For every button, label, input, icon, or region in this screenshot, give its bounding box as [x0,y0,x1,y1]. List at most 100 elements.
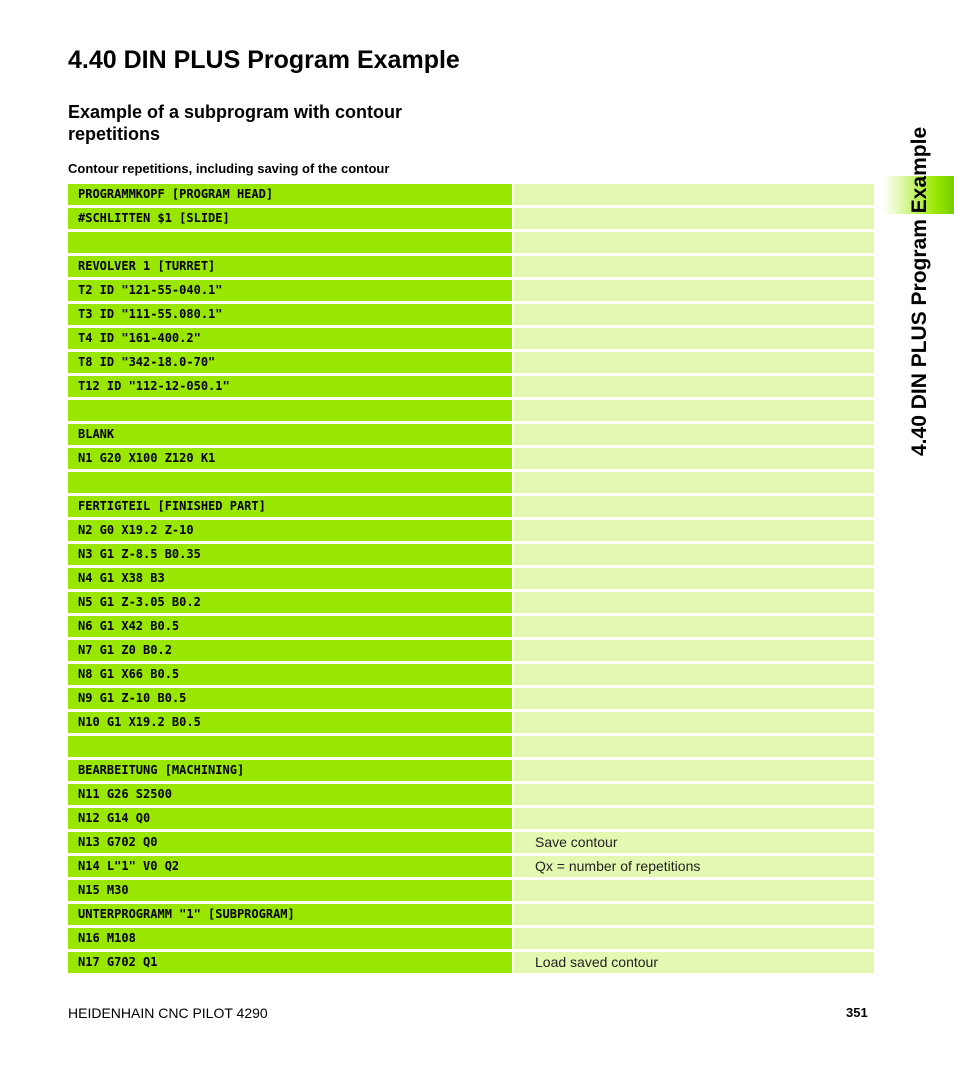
code-cell [68,736,512,757]
code-cell: N8 G1 X66 B0.5 [68,664,512,685]
table-row: N6 G1 X42 B0.5 [68,616,874,637]
code-cell: N12 G14 Q0 [68,808,512,829]
table-row: N10 G1 X19.2 B0.5 [68,712,874,733]
page-title: 4.40 DIN PLUS Program Example [68,46,460,74]
comment-cell [514,808,874,829]
code-cell: BLANK [68,424,512,445]
comment-cell [514,280,874,301]
table-row: FERTIGTEIL [FINISHED PART] [68,496,874,517]
comment-cell [514,424,874,445]
comment-cell [514,928,874,949]
table-row: N14 L"1" V0 Q2 Qx = number of repetitions [68,856,874,877]
table-row: N9 G1 Z-10 B0.5 [68,688,874,709]
table-caption: Contour repetitions, including saving of… [68,161,390,176]
code-cell: N6 G1 X42 B0.5 [68,616,512,637]
code-cell: UNTERPROGRAMM "1" [SUBPROGRAM] [68,904,512,925]
code-cell: N13 G702 Q0 [68,832,512,853]
table-row: N8 G1 X66 B0.5 [68,664,874,685]
comment-cell [514,760,874,781]
comment-cell [514,712,874,733]
code-cell: T4 ID "161-400.2" [68,328,512,349]
page-number: 351 [846,1005,868,1020]
comment-cell [514,328,874,349]
comment-cell [514,208,874,229]
section-subtitle: Example of a subprogram with contour rep… [68,102,403,144]
comment-cell [514,448,874,469]
comment-cell [514,472,874,493]
table-row: N12 G14 Q0 [68,808,874,829]
comment-cell [514,736,874,757]
table-row: N7 G1 Z0 B0.2 [68,640,874,661]
comment-cell [514,616,874,637]
code-cell: REVOLVER 1 [TURRET] [68,256,512,277]
code-cell [68,472,512,493]
chapter-side-label: 4.40 DIN PLUS Program Example [908,126,931,456]
table-row: REVOLVER 1 [TURRET] [68,256,874,277]
chapter-tab-marker [882,176,954,214]
comment-cell [514,496,874,517]
comment-cell [514,400,874,421]
code-cell: N9 G1 Z-10 B0.5 [68,688,512,709]
comment-cell [514,592,874,613]
table-row: N2 G0 X19.2 Z-10 [68,520,874,541]
comment-cell: Qx = number of repetitions [514,856,874,877]
comment-cell: Save contour [514,832,874,853]
table-row: N16 M108 [68,928,874,949]
table-row: BEARBEITUNG [MACHINING] [68,760,874,781]
code-cell: T12 ID "112-12-050.1" [68,376,512,397]
table-row: PROGRAMMKOPF [PROGRAM HEAD] [68,184,874,205]
comment-cell [514,184,874,205]
comment-cell [514,544,874,565]
program-table: PROGRAMMKOPF [PROGRAM HEAD] #SCHLITTEN $1… [68,184,874,976]
code-cell [68,232,512,253]
comment-cell [514,784,874,805]
comment-cell: Load saved contour [514,952,874,973]
code-cell: N3 G1 Z-8.5 B0.35 [68,544,512,565]
code-cell [68,400,512,421]
table-row: BLANK [68,424,874,445]
comment-cell [514,904,874,925]
code-cell: T2 ID "121-55-040.1" [68,280,512,301]
code-cell: PROGRAMMKOPF [PROGRAM HEAD] [68,184,512,205]
comment-cell [514,568,874,589]
comment-cell [514,304,874,325]
table-row: N11 G26 S2500 [68,784,874,805]
code-cell: N17 G702 Q1 [68,952,512,973]
table-row: N1 G20 X100 Z120 K1 [68,448,874,469]
code-cell: N15 M30 [68,880,512,901]
comment-cell [514,256,874,277]
table-row [68,400,874,421]
table-row: N17 G702 Q1 Load saved contour [68,952,874,973]
comment-cell [514,640,874,661]
code-cell: #SCHLITTEN $1 [SLIDE] [68,208,512,229]
comment-cell [514,352,874,373]
comment-cell [514,376,874,397]
comment-cell [514,880,874,901]
table-row: T8 ID "342-18.0-70" [68,352,874,373]
table-row [68,232,874,253]
comment-cell [514,688,874,709]
table-row [68,472,874,493]
code-cell: FERTIGTEIL [FINISHED PART] [68,496,512,517]
code-cell: N5 G1 Z-3.05 B0.2 [68,592,512,613]
table-row: N3 G1 Z-8.5 B0.35 [68,544,874,565]
footer-product: HEIDENHAIN CNC PILOT 4290 [68,1005,268,1021]
table-row [68,736,874,757]
code-cell: N1 G20 X100 Z120 K1 [68,448,512,469]
comment-cell [514,520,874,541]
table-row: T2 ID "121-55-040.1" [68,280,874,301]
table-row: #SCHLITTEN $1 [SLIDE] [68,208,874,229]
table-row: T12 ID "112-12-050.1" [68,376,874,397]
code-cell: N2 G0 X19.2 Z-10 [68,520,512,541]
table-row: N15 M30 [68,880,874,901]
code-cell: N7 G1 Z0 B0.2 [68,640,512,661]
comment-cell [514,232,874,253]
code-cell: BEARBEITUNG [MACHINING] [68,760,512,781]
code-cell: T8 ID "342-18.0-70" [68,352,512,373]
table-row: T3 ID "111-55.080.1" [68,304,874,325]
table-row: T4 ID "161-400.2" [68,328,874,349]
comment-cell [514,664,874,685]
code-cell: N10 G1 X19.2 B0.5 [68,712,512,733]
table-row: N4 G1 X38 B3 [68,568,874,589]
code-cell: N11 G26 S2500 [68,784,512,805]
